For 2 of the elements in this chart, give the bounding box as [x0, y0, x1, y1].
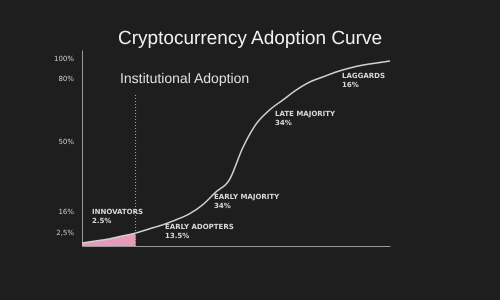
- chart-title: Cryptocurrency Adoption Curve: [118, 28, 382, 49]
- annotation: Institutional Adoption: [120, 70, 250, 86]
